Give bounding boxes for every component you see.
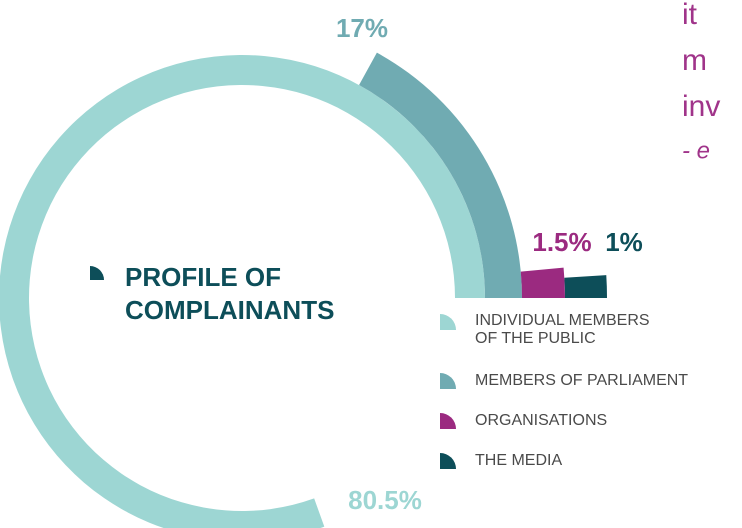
arc-segment bbox=[564, 275, 607, 298]
legend-item: INDIVIDUAL MEMBERS OF THE PUBLIC bbox=[440, 312, 675, 348]
legend-item: ORGANISATIONS bbox=[440, 412, 688, 430]
legend-item: THE MEDIA bbox=[440, 452, 688, 470]
quote-text: - e bbox=[682, 137, 710, 164]
legend-label: MEMBERS OF PARLIAMENT bbox=[475, 372, 689, 389]
title-icon bbox=[90, 266, 104, 280]
legend-icon bbox=[440, 373, 456, 389]
legend-icon bbox=[440, 314, 456, 330]
legend-icon bbox=[440, 413, 456, 429]
value-label: 80.5% bbox=[348, 485, 422, 515]
value-label: 17% bbox=[336, 13, 388, 43]
quote-text: inv bbox=[682, 90, 720, 123]
quote-text: m bbox=[682, 44, 707, 77]
legend-label: ORGANISATIONS bbox=[475, 412, 608, 429]
value-label: 1% bbox=[605, 227, 643, 257]
legend-swatch bbox=[440, 453, 456, 469]
legend-swatch bbox=[440, 373, 456, 389]
legend-label: INDIVIDUAL MEMBERS OF THE PUBLIC bbox=[475, 312, 650, 347]
quote-text: it bbox=[682, 0, 698, 31]
value-label: 1.5% bbox=[532, 227, 591, 257]
legend-icon bbox=[440, 453, 456, 469]
legend-item: MEMBERS OF PARLIAMENT bbox=[440, 372, 688, 390]
title-line: COMPLAINANTS bbox=[125, 295, 334, 325]
arc-segment bbox=[359, 52, 522, 299]
legend: INDIVIDUAL MEMBERS OF THE PUBLIC MEMBERS … bbox=[440, 312, 688, 492]
title-line: PROFILE OF bbox=[125, 262, 281, 292]
arc-segment bbox=[520, 267, 565, 298]
legend-swatch bbox=[440, 314, 456, 330]
legend-swatch bbox=[440, 413, 456, 429]
legend-label: THE MEDIA bbox=[475, 452, 563, 469]
